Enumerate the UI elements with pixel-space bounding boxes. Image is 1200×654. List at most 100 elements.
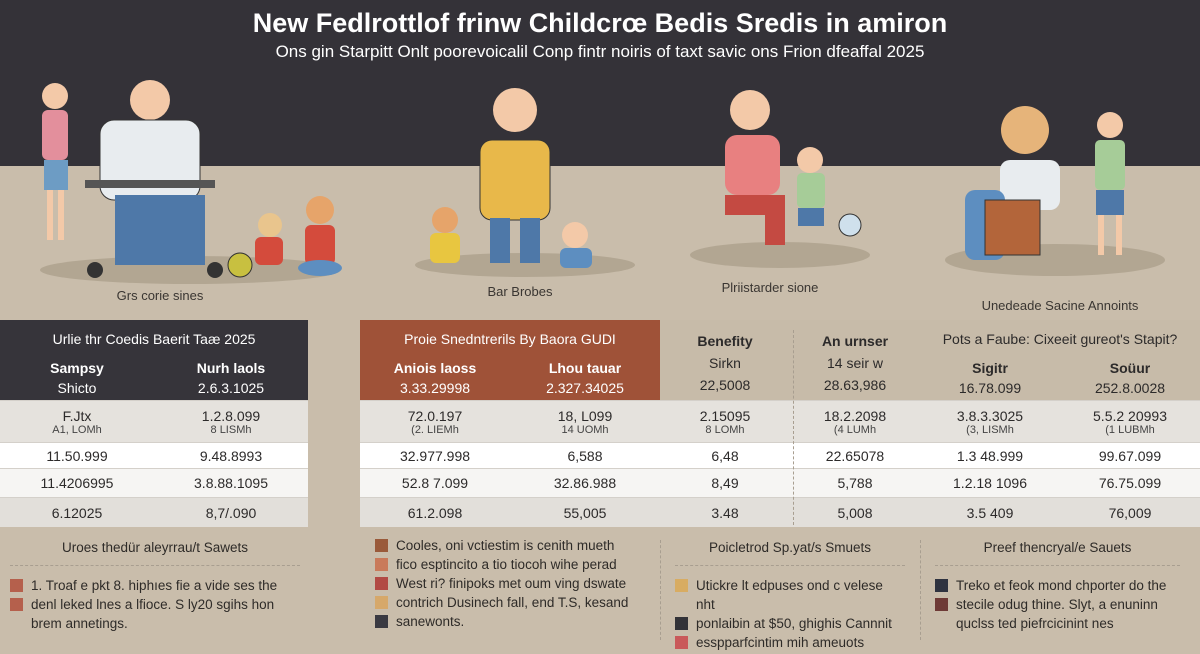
legend-square-icon <box>375 615 388 628</box>
table-cell: 18, L099 14 UOMh <box>510 401 660 442</box>
table-header: Proie Snedntrerils By Baora GUDI Aniois l… <box>360 320 660 400</box>
table-cell: 76.75.099 <box>1060 469 1200 497</box>
notes-section: Cooles, oni vctiestim is cenith mueth fic… <box>375 536 655 631</box>
table-header-row: Sirkn 14 seir w <box>660 352 920 374</box>
table-cell: 1.3 48.999 <box>920 443 1060 468</box>
legend-square-icon <box>10 579 23 592</box>
table-cell: 5,788 <box>790 469 920 497</box>
note-text: stecile odug thine. Slyt, a enuninn qucl… <box>956 597 1158 631</box>
child-with-walker-illustration <box>945 106 1165 276</box>
table-row: 1.3 48.999 99.67.099 <box>920 442 1200 468</box>
note-text: Treko et feok mond chporter do the <box>956 578 1167 593</box>
cell-value: 61.2.098 <box>407 504 463 521</box>
note-item: Cooles, oni vctiestim is cenith mueth <box>375 536 655 555</box>
table-row: 1.2.18 1096 76.75.099 <box>920 468 1200 497</box>
note-text: fico esptincito a tio tiocoh wihe perad <box>396 557 617 572</box>
cell-value: 8 LOMh <box>705 423 745 436</box>
cell-value: 6.12025 <box>51 504 103 521</box>
table-cell: 11.50.999 <box>0 443 154 468</box>
legend-square-icon <box>375 577 388 590</box>
father-with-children-illustration <box>415 88 635 277</box>
notes-heading: Preef thencryal/e Sauets <box>935 532 1180 566</box>
note-text: West ri? finipoks met oum ving dswate <box>396 576 627 591</box>
table-header: Urlie thr Coedis Baerit Taæ 2025 Sampsy Nu… <box>0 320 308 400</box>
cell-value: 22.65078 <box>825 447 885 464</box>
note-item: stecile odug thine. Slyt, a enuninn qucl… <box>935 595 1180 633</box>
note-text: Cooles, oni vctiestim is cenith mueth <box>396 538 615 553</box>
illustration-caption: Plriistarder sione <box>721 280 819 295</box>
cell-value: 6,48 <box>711 447 739 464</box>
notes-section: Uroes thedür aleyrrau/t Sawets 1. Troaf e… <box>10 532 300 633</box>
cell-value: 5,008 <box>837 504 873 521</box>
table-cell: 6.12025 <box>0 498 154 527</box>
table-header-row: 22,5008 28.63,986 <box>660 374 920 396</box>
cell-value: A1, LOMh <box>52 423 102 436</box>
column-header: Soüur <box>1109 360 1151 376</box>
table-header-row: 16.78.099 252.8.0028 <box>920 378 1200 398</box>
table-cell: 52.8 7.099 <box>360 469 510 497</box>
cell-value: 52.8 7.099 <box>401 475 469 491</box>
table-cell: 22.65078 <box>790 443 920 468</box>
legend-square-icon <box>935 579 948 592</box>
legend-square-icon <box>675 636 688 649</box>
data-table-panel: Proie Snedntrerils By Baora GUDI Aniois l… <box>360 320 660 528</box>
table-row: 3.48 5,008 <box>660 497 920 527</box>
table-row: 6,48 22.65078 <box>660 442 920 468</box>
column-header: 252.8.0028 <box>1094 380 1166 396</box>
notes-heading: Uroes thedür aleyrrau/t Sawets <box>10 532 300 566</box>
cell-value: F.Jtx <box>62 407 92 424</box>
table-header: Benefity An urnser Sirkn 14 seir w 22,5008 28… <box>660 320 920 400</box>
table-cell: 2.15095 8 LOMh <box>660 401 790 442</box>
column-header: 28.63,986 <box>823 377 887 393</box>
table-header-row: 3.33.29998 2.327.34025 <box>360 378 660 398</box>
table-cell: F.Jtx A1, LOMh <box>0 401 154 442</box>
table-cell: 6,588 <box>510 443 660 468</box>
note-text: sanewonts. <box>396 614 465 629</box>
column-header: 22,5008 <box>699 377 751 393</box>
cell-value: (4 LUMh <box>833 423 877 436</box>
cell-value: 8,7/.090 <box>205 504 257 521</box>
note-item: ponlaibin at $50, ghighis Cannnit <box>675 614 905 633</box>
table-row: 6.12025 8,7/.090 <box>0 497 308 527</box>
table-header-row: Aniois laoss Lhou tauar <box>360 358 660 378</box>
mother-with-child-illustration <box>690 90 870 268</box>
cell-value: 5.5.2 20993 <box>1093 407 1167 424</box>
column-header: Sigitr <box>972 360 1008 376</box>
cell-value: 8 LISMh <box>210 423 252 436</box>
table-row: 61.2.098 55,005 <box>360 497 660 527</box>
notes-section: Poicletrod Sp.yat/s Smuets Utickre lt edp… <box>675 532 905 652</box>
note-text: contrich Dusinech fall, end T.S, kesand <box>396 595 629 610</box>
cell-value: 3.8.3.3025 <box>956 407 1024 424</box>
cell-value: 1.2.8.099 <box>201 407 261 424</box>
cell-value: (2. LIEMh <box>411 423 459 436</box>
cell-value: 32.86.988 <box>553 475 617 491</box>
legend-square-icon <box>935 598 948 611</box>
table-cell: 3.8.88.1095 <box>154 469 308 497</box>
table-cell: 9.48.8993 <box>154 443 308 468</box>
table-header-row: Shicto 2.6.3.1025 <box>0 378 308 398</box>
notes-heading: Poicletrod Sp.yat/s Smuets <box>675 532 905 566</box>
cell-value: 11.50.999 <box>46 447 108 464</box>
table-cell: 72.0.197 (2. LIEMh <box>360 401 510 442</box>
table-cell: 3.8.3.3025 (3, LISMh <box>920 401 1060 442</box>
table-row: 52.8 7.099 32.86.988 <box>360 468 660 497</box>
table-title: Urlie thr Coedis Baerit Taæ 2025 <box>52 331 256 347</box>
table-header-row: Sampsy Nurh laols <box>0 358 308 378</box>
cell-value: 3.5 409 <box>966 504 1014 521</box>
table-cell: 32.86.988 <box>510 469 660 497</box>
table-row: 32.977.998 6,588 <box>360 442 660 468</box>
column-header: Sampsy <box>50 360 104 376</box>
note-item: West ri? finipoks met oum ving dswate <box>375 574 655 593</box>
column-header: 14 seir w <box>826 355 884 371</box>
note-item: fico esptincito a tio tiocoh wihe perad <box>375 555 655 574</box>
column-header: Benefity <box>697 333 753 349</box>
legend-square-icon <box>375 539 388 552</box>
note-text: ponlaibin at $50, ghighis Cannnit <box>696 616 892 631</box>
cell-value: 1.3 48.999 <box>956 447 1024 464</box>
table-title: Pots a Faube: Cixeeit gureot's Stapit? <box>942 331 1178 347</box>
table-cell: 8,7/.090 <box>154 498 308 527</box>
table-cell: 99.67.099 <box>1060 443 1200 468</box>
note-item: denl leked lnes a lfioce. S ly20 sgihs h… <box>10 595 300 633</box>
illustration-caption: Bar Brobes <box>487 284 553 299</box>
table-header: Pots a Faube: Cixeeit gureot's Stapit? Si… <box>920 320 1200 400</box>
